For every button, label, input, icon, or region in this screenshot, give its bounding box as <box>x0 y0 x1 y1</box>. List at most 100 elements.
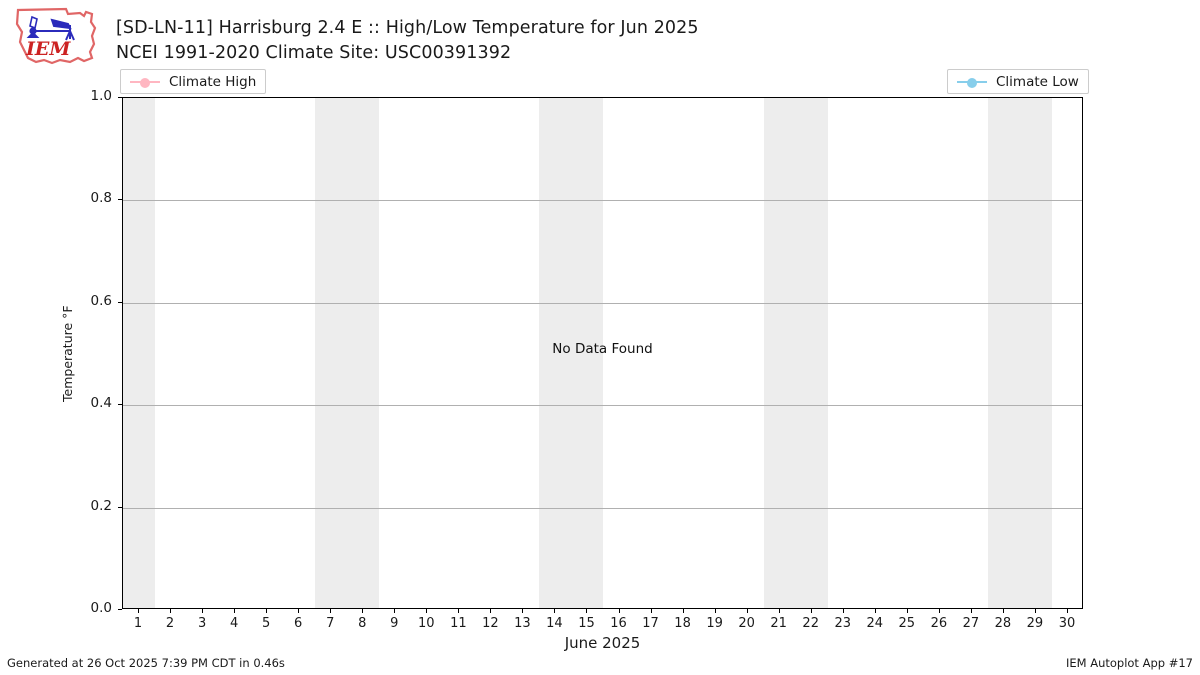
x-tick-label: 16 <box>610 616 627 631</box>
x-tick-mark <box>1067 609 1069 613</box>
x-tick-label: 12 <box>482 616 499 631</box>
title-line-1: [SD-LN-11] Harrisburg 2.4 E :: High/Low … <box>116 18 699 38</box>
y-axis-label: Temperature °F <box>60 304 75 402</box>
weekend-band <box>539 98 604 608</box>
x-tick-label: 29 <box>1026 616 1044 631</box>
x-tick-mark <box>1003 609 1005 613</box>
legend-label-climate-high: Climate High <box>169 73 257 90</box>
x-tick-mark <box>715 609 717 613</box>
legend-marker-circle-icon-low <box>967 77 977 88</box>
legend-item-climate-low[interactable]: Climate Low <box>947 69 1089 94</box>
x-tick-mark <box>170 609 172 613</box>
iem-logo: IEM <box>8 6 104 68</box>
title-line-2: NCEI 1991-2020 Climate Site: USC00391392 <box>116 43 512 63</box>
x-tick-mark <box>138 609 140 613</box>
y-tick-mark <box>118 507 122 509</box>
x-tick-mark <box>234 609 236 613</box>
legend-item-climate-high[interactable]: Climate High <box>120 69 267 94</box>
x-tick-mark <box>843 609 845 613</box>
legend-swatch-climate-high <box>130 76 160 88</box>
x-tick-label: 4 <box>229 616 239 631</box>
x-tick-mark <box>1035 609 1037 613</box>
x-tick-mark <box>907 609 909 613</box>
x-tick-mark <box>554 609 556 613</box>
x-tick-label: 30 <box>1058 616 1076 631</box>
x-tick-label: 7 <box>326 616 335 631</box>
y-tick-mark <box>118 302 122 304</box>
x-tick-label: 2 <box>165 616 175 631</box>
x-tick-label: 24 <box>866 616 884 631</box>
x-tick-label: 22 <box>802 616 819 631</box>
x-tick-mark <box>683 609 685 613</box>
x-tick-mark <box>266 609 268 613</box>
x-tick-mark <box>298 609 300 613</box>
x-tick-label: 20 <box>738 616 755 631</box>
page-title: [SD-LN-11] Harrisburg 2.4 E :: High/Low … <box>116 16 699 66</box>
x-tick-label: 5 <box>262 616 271 631</box>
x-tick-label: 8 <box>358 616 367 631</box>
x-axis-label-text: June 2025 <box>564 634 641 652</box>
x-tick-label: 10 <box>418 616 435 631</box>
x-tick-label: 1 <box>133 616 143 631</box>
y-tick-label: 0.2 <box>90 497 112 514</box>
y-tick-mark <box>118 404 122 406</box>
weekend-band <box>315 98 380 608</box>
legend-label-climate-low: Climate Low <box>996 73 1079 90</box>
x-tick-mark <box>362 609 364 613</box>
gridline-horizontal <box>123 508 1082 509</box>
y-tick-label: 1.0 <box>90 88 112 104</box>
x-tick-mark <box>490 609 492 613</box>
x-tick-label: 15 <box>578 616 595 631</box>
x-tick-label: 17 <box>642 616 659 631</box>
x-tick-mark <box>747 609 749 613</box>
x-tick-label: 3 <box>197 616 207 631</box>
x-tick-mark <box>330 609 332 613</box>
x-tick-mark <box>202 609 204 613</box>
x-tick-mark <box>586 609 588 613</box>
y-tick-label: 0.8 <box>90 190 112 207</box>
y-tick-mark <box>118 609 122 611</box>
x-tick-mark <box>811 609 813 613</box>
y-tick-mark <box>118 97 122 99</box>
x-tick-label: 18 <box>674 616 691 631</box>
x-tick-mark <box>458 609 460 613</box>
x-tick-label: 28 <box>994 616 1012 631</box>
x-tick-mark <box>651 609 653 613</box>
x-tick-mark <box>619 609 621 613</box>
x-tick-mark <box>522 609 524 613</box>
x-tick-mark <box>426 609 428 613</box>
footer-app-text: IEM Autoplot App #17 <box>1065 656 1193 670</box>
gridline-horizontal <box>123 405 1082 406</box>
y-tick-label: 0.0 <box>90 600 112 616</box>
y-tick-label: 0.6 <box>90 292 112 309</box>
y-tick-label: 0.4 <box>90 395 112 412</box>
x-tick-label: 27 <box>962 616 980 631</box>
x-tick-label: 23 <box>834 616 852 631</box>
footer-generated-text: Generated at 26 Oct 2025 7:39 PM CDT in … <box>7 656 285 670</box>
legend-swatch-climate-low <box>957 76 987 88</box>
x-tick-mark <box>394 609 396 613</box>
x-tick-mark <box>971 609 973 613</box>
gridline-horizontal <box>123 303 1082 304</box>
no-data-message: No Data Found <box>552 341 653 357</box>
x-tick-label: 9 <box>390 616 399 631</box>
x-tick-label: 6 <box>294 616 303 631</box>
weekend-band <box>763 98 828 608</box>
x-tick-label: 26 <box>930 616 948 631</box>
x-axis-label: June 2025 <box>122 634 1083 652</box>
x-tick-label: 13 <box>514 616 531 631</box>
weekend-band <box>987 98 1052 608</box>
x-tick-mark <box>939 609 941 613</box>
x-tick-mark <box>779 609 781 613</box>
gridline-horizontal <box>123 200 1082 201</box>
x-tick-label: 19 <box>706 616 723 631</box>
x-tick-label: 14 <box>546 616 563 631</box>
weekend-band <box>123 98 156 608</box>
x-tick-label: 25 <box>898 616 916 631</box>
chart-plot-area: No Data Found <box>122 97 1083 609</box>
legend-marker-circle-icon-high <box>140 77 150 88</box>
logo-wordmark: IEM <box>25 38 71 60</box>
x-tick-label: 11 <box>450 616 467 631</box>
x-tick-mark <box>875 609 877 613</box>
y-tick-mark <box>118 199 122 201</box>
